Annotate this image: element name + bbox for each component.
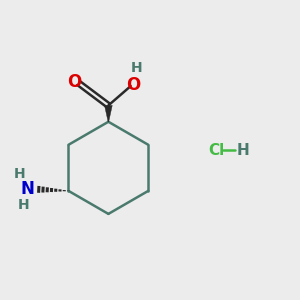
Text: H: H [18, 198, 30, 212]
Text: O: O [67, 73, 81, 91]
Text: Cl: Cl [208, 142, 224, 158]
Text: N: N [20, 180, 34, 198]
Text: H: H [236, 142, 249, 158]
Text: O: O [126, 76, 140, 94]
Text: H: H [14, 167, 26, 181]
Text: H: H [131, 61, 143, 75]
Polygon shape [104, 105, 112, 122]
